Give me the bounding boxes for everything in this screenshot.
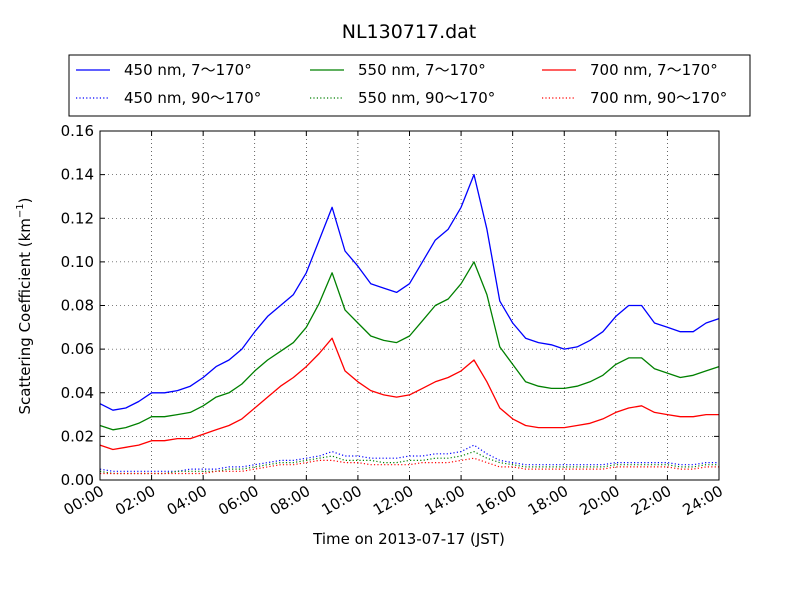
x-tick-label: 12:00 (370, 482, 416, 519)
chart-title: NL130717.dat (342, 21, 477, 43)
legend-box (68, 54, 751, 117)
series-line-1 (99, 173, 720, 411)
y-tick-label: 0.04 (61, 384, 94, 402)
x-tick-label: 24:00 (680, 482, 726, 519)
legend: 450 nm, 7～170° 550 nm, 7～170° 700 nm, 7～17… (68, 54, 751, 117)
x-tick-label: 10:00 (318, 482, 364, 519)
legend-label-1: 450 nm, 7～170° (124, 61, 252, 79)
y-axis-label-close: ) (16, 197, 34, 203)
x-tick-label: 02:00 (112, 482, 158, 519)
legend-label-4: 450 nm, 90～170° (124, 89, 261, 107)
x-tick-label: 22:00 (628, 482, 674, 519)
x-tick-label: 18:00 (525, 482, 571, 519)
legend-label-2: 550 nm, 7～170° (358, 61, 486, 79)
x-tick-label: 20:00 (576, 482, 622, 519)
y-axis-label-main: Scattering Coefficient (km (16, 218, 34, 414)
y-tick-label: 0.14 (61, 166, 94, 184)
y-tick-label: 0.16 (61, 122, 94, 140)
y-tick-label: 0.08 (61, 297, 94, 315)
y-axis-label: Scattering Coefficient (km−1) (15, 197, 34, 414)
y-tick-label: 0.00 (61, 471, 94, 489)
series-line-6 (100, 457, 719, 475)
x-tick-label: 06:00 (215, 482, 261, 519)
y-tick-label: 0.10 (61, 253, 94, 271)
series-line-4 (99, 444, 719, 472)
legend-label-5: 550 nm, 90～170° (358, 89, 495, 107)
plot-area (100, 131, 719, 480)
y-tick-label: 0.12 (61, 209, 94, 227)
y-axis-label-exponent: −1 (15, 203, 26, 218)
y-tick-label: 0.06 (61, 340, 94, 358)
x-tick-label: 08:00 (267, 482, 313, 519)
y-tick-label: 0.02 (61, 427, 94, 445)
series-line-2 (99, 261, 720, 431)
x-tick-label: 14:00 (422, 482, 468, 519)
x-axis-label: Time on 2013-07-17 (JST) (312, 530, 505, 548)
legend-label-3: 700 nm, 7～170° (590, 61, 718, 79)
series-line-3 (99, 337, 719, 451)
x-tick-label: 04:00 (164, 482, 210, 519)
x-tick-label: 16:00 (473, 482, 519, 519)
legend-label-6: 700 nm, 90～170° (590, 89, 727, 107)
